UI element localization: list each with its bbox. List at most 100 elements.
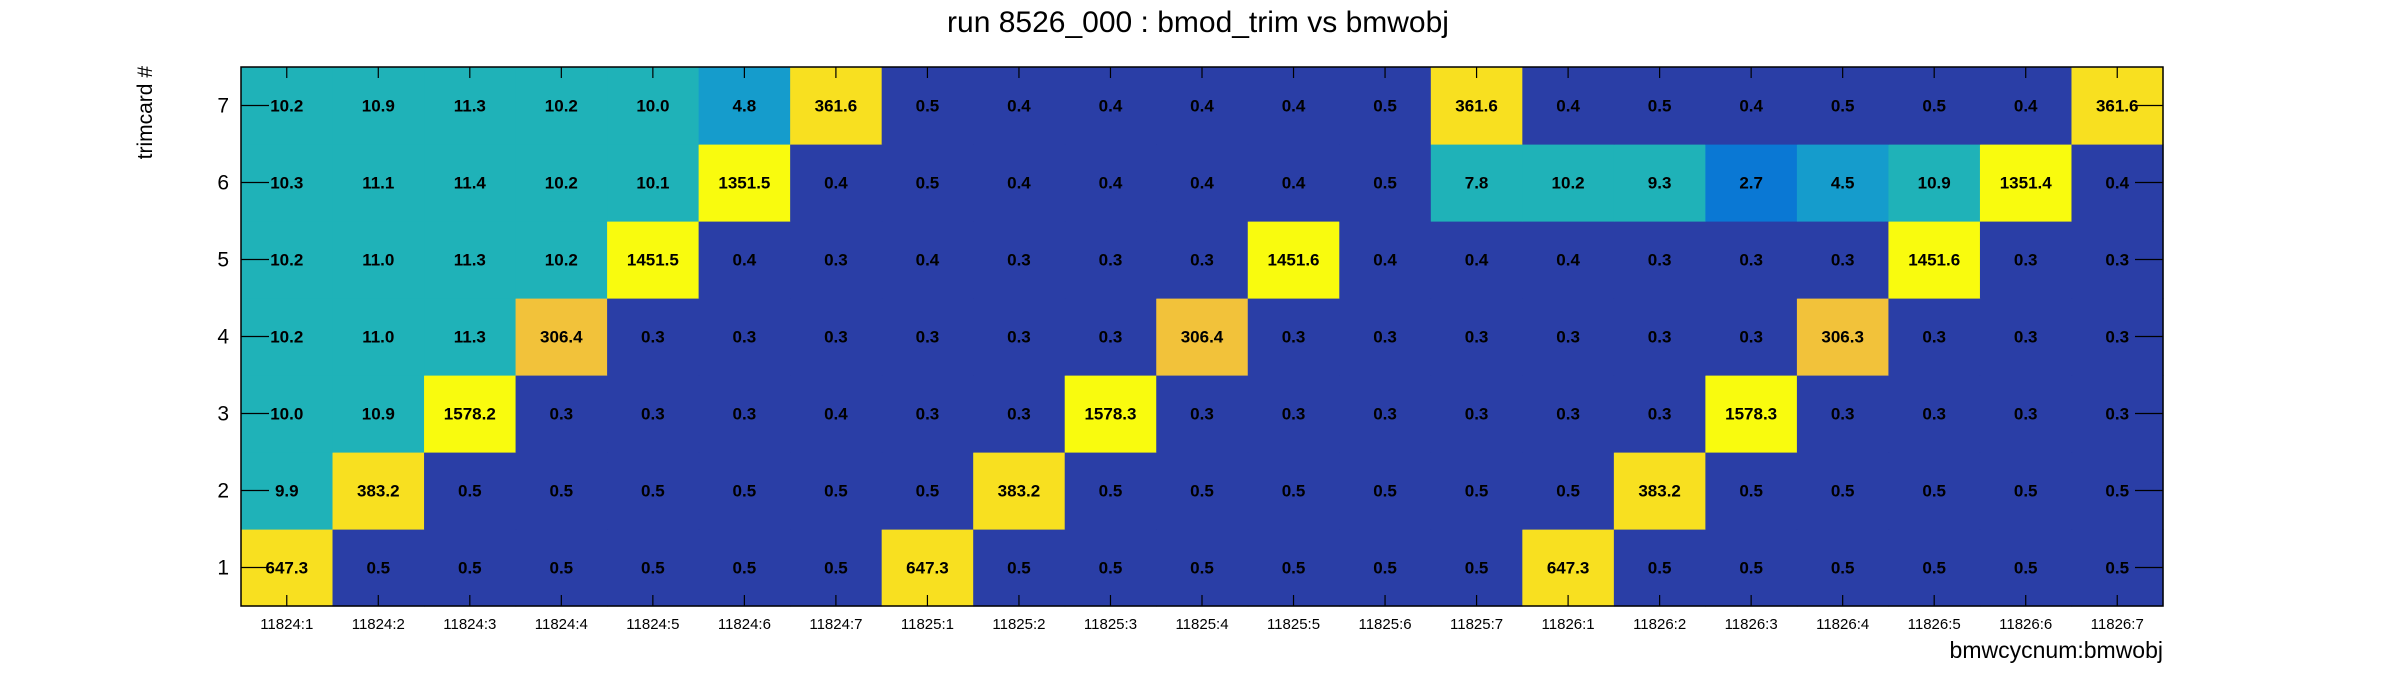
cell-value-label: 0.4 (1099, 174, 1123, 193)
cell-value-label: 383.2 (998, 482, 1041, 501)
heatmap-cell (1247, 67, 1340, 145)
cell-value-label: 0.3 (2014, 328, 2038, 347)
x-tick-label: 11826:6 (1999, 616, 2052, 633)
heatmap-cell (1339, 452, 1432, 530)
cell-value-label: 10.9 (362, 405, 395, 424)
heatmap-cell (424, 144, 517, 222)
heatmap-cell (790, 221, 883, 299)
heatmap-cell (515, 221, 608, 299)
cell-value-label: 0.5 (1190, 559, 1214, 578)
heatmap-cell (1888, 529, 1981, 607)
cell-value-label: 10.0 (270, 405, 303, 424)
x-tick-label: 11824:1 (260, 616, 313, 633)
heatmap-cell (1613, 221, 1706, 299)
heatmap-cell (1796, 452, 1890, 530)
heatmap-cell (1613, 298, 1706, 376)
cell-value-label: 0.4 (1282, 174, 1306, 193)
heatmap-cell (1247, 375, 1340, 453)
heatmap-cell (881, 375, 974, 453)
heatmap-cell (881, 452, 974, 530)
heatmap-cell (1705, 221, 1798, 299)
cell-value-label: 0.5 (641, 559, 665, 578)
heatmap-cell (1156, 67, 1249, 145)
cell-value-label: 0.3 (916, 405, 940, 424)
heatmap-cell (698, 452, 791, 530)
axes: 11824:1 11824:2 11824:3 11824:4 11824:5 11824… (217, 67, 2163, 633)
heatmap-cell (1613, 452, 1706, 530)
heatmap-cell (790, 144, 883, 222)
cell-value-label: 0.3 (733, 405, 757, 424)
heatmap-cell (790, 452, 883, 530)
cell-value-label: 0.3 (1007, 251, 1031, 270)
heatmap-cell (515, 67, 608, 145)
heatmap-cell (973, 375, 1066, 453)
heatmap-cell (1339, 221, 1432, 299)
cell-value-label: 0.4 (1465, 251, 1489, 270)
cell-value-label: 0.5 (2014, 482, 2038, 501)
cell-value-label: 0.5 (550, 482, 574, 501)
cell-value-label: 10.2 (545, 174, 578, 193)
cell-value-label: 0.4 (2014, 97, 2038, 116)
cell-value-label: 0.3 (1556, 405, 1580, 424)
cell-value-label: 1578.3 (1084, 405, 1136, 424)
cell-value-label: 0.3 (1648, 405, 1672, 424)
cell-value-label: 11.3 (454, 328, 486, 347)
y-tick-label: 1 (217, 557, 229, 580)
heatmap-cell (1156, 298, 1249, 376)
x-tick-label: 11825:1 (901, 616, 954, 633)
heatmap-cell (1522, 298, 1615, 376)
cell-value-label: 0.3 (1831, 405, 1855, 424)
cell-value-label: 0.5 (1556, 482, 1580, 501)
heatmap-cell (881, 221, 974, 299)
cell-value-label: 0.4 (824, 174, 848, 193)
heatmap-cell (1156, 452, 1249, 530)
cell-value-label: 0.5 (733, 482, 757, 501)
cell-value-label: 0.5 (1190, 482, 1214, 501)
heatmap-cell (424, 298, 517, 376)
y-axis-title: trimcard # (134, 66, 157, 160)
cell-value-label: 0.5 (550, 559, 574, 578)
cell-value-label: 0.5 (1007, 559, 1031, 578)
heatmap-cell (332, 298, 425, 376)
cell-value-label: 0.3 (2105, 251, 2129, 270)
heatmap-cell (1247, 298, 1340, 376)
cell-value-label: 1578.3 (1725, 405, 1777, 424)
cell-value-label: 9.9 (275, 482, 299, 501)
cell-value-label: 0.3 (733, 328, 757, 347)
heatmap-cell (1430, 67, 1523, 145)
cell-value-label: 647.3 (265, 559, 308, 578)
x-tick-label: 11826:2 (1633, 616, 1686, 633)
heatmap-cell (1156, 144, 1249, 222)
heatmap-cell (332, 221, 425, 299)
cell-value-label: 0.4 (1556, 251, 1580, 270)
x-tick-label: 11824:2 (352, 616, 405, 633)
x-tick-label: 11824:6 (718, 616, 771, 633)
cell-value-label: 1351.4 (2000, 174, 2053, 193)
cell-value-label: 0.5 (916, 97, 940, 116)
x-tick-label: 11824:4 (535, 616, 588, 633)
cell-value-label: 0.5 (1282, 559, 1306, 578)
cell-value-label: 0.5 (1922, 482, 1946, 501)
cell-value-label: 0.5 (1739, 482, 1763, 501)
heatmap-cell (1064, 298, 1157, 376)
cell-value-label: 11.1 (362, 174, 394, 193)
cell-value-label: 1451.6 (1268, 251, 1320, 270)
heatmap-cell (790, 375, 883, 453)
heatmap-cell (607, 67, 700, 145)
heatmap-cell (515, 298, 608, 376)
cell-value-label: 0.3 (1922, 328, 1946, 347)
cell-value-label: 9.3 (1648, 174, 1672, 193)
heatmap-cell (515, 144, 608, 222)
heatmap-cell (1705, 298, 1798, 376)
heatmap-cell (1796, 375, 1890, 453)
heatmap-cell (424, 375, 517, 453)
heatmap-cell (881, 298, 974, 376)
x-tick-label: 11826:1 (1542, 616, 1595, 633)
x-tick-label: 11824:7 (809, 616, 862, 633)
cell-value-label: 10.3 (270, 174, 303, 193)
cell-value-label: 0.5 (824, 559, 848, 578)
heatmap-cell (1339, 529, 1432, 607)
heatmap-cell (790, 67, 883, 145)
cell-value-label: 0.5 (1282, 482, 1306, 501)
heatmap-cell (1705, 375, 1798, 453)
